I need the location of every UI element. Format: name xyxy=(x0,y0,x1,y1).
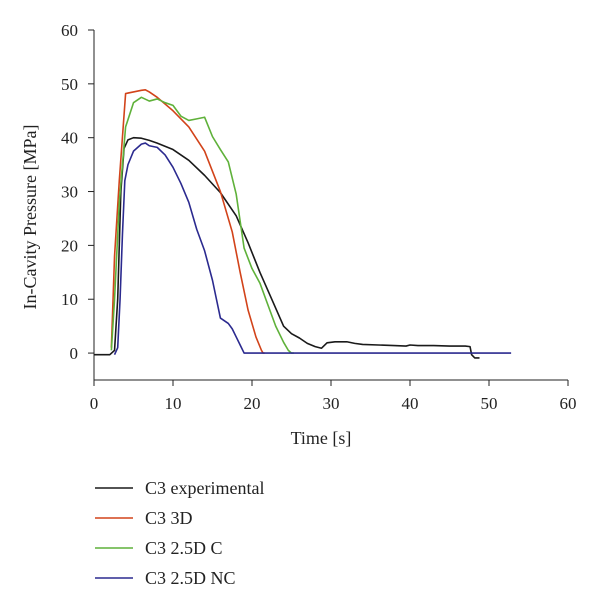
y-tick-label: 60 xyxy=(61,21,78,40)
y-tick-label: 50 xyxy=(61,75,78,94)
y-tick-label: 20 xyxy=(61,236,78,255)
x-tick-label: 50 xyxy=(481,394,498,413)
series-lines xyxy=(94,88,512,359)
y-tick-label: 30 xyxy=(61,183,78,202)
y-tick-label: 40 xyxy=(61,129,78,148)
x-tick-label: 0 xyxy=(90,394,99,413)
axes: 0 10 20 30 40 50 60 0 10 20 30 40 50 60 xyxy=(61,21,577,413)
legend: C3 experimental C3 3D C3 2.5D C C3 2.5D NC xyxy=(95,478,264,588)
x-axis-label: Time [s] xyxy=(291,428,352,448)
x-tick-label: 40 xyxy=(402,394,419,413)
legend-label-c3-2-5d-nc: C3 2.5D NC xyxy=(145,568,236,588)
x-tick-label: 60 xyxy=(560,394,577,413)
y-tick-label: 10 xyxy=(61,290,78,309)
x-tick-label: 20 xyxy=(244,394,261,413)
x-tick-label: 10 xyxy=(165,394,182,413)
series-line-c3-2-5d-c xyxy=(110,96,294,354)
legend-label-c3-experimental: C3 experimental xyxy=(145,478,264,498)
y-tick-label: 0 xyxy=(70,344,79,363)
series-line-c3-2-5d-nc xyxy=(113,142,512,356)
series-line-c3-3d xyxy=(110,88,265,354)
legend-label-c3-2-5d-c: C3 2.5D C xyxy=(145,538,223,558)
x-tick-label: 30 xyxy=(323,394,340,413)
y-axis-label: In-Cavity Pressure [MPa] xyxy=(20,125,40,310)
series-line-c3-experimental xyxy=(94,136,480,359)
legend-label-c3-3d: C3 3D xyxy=(145,508,193,528)
